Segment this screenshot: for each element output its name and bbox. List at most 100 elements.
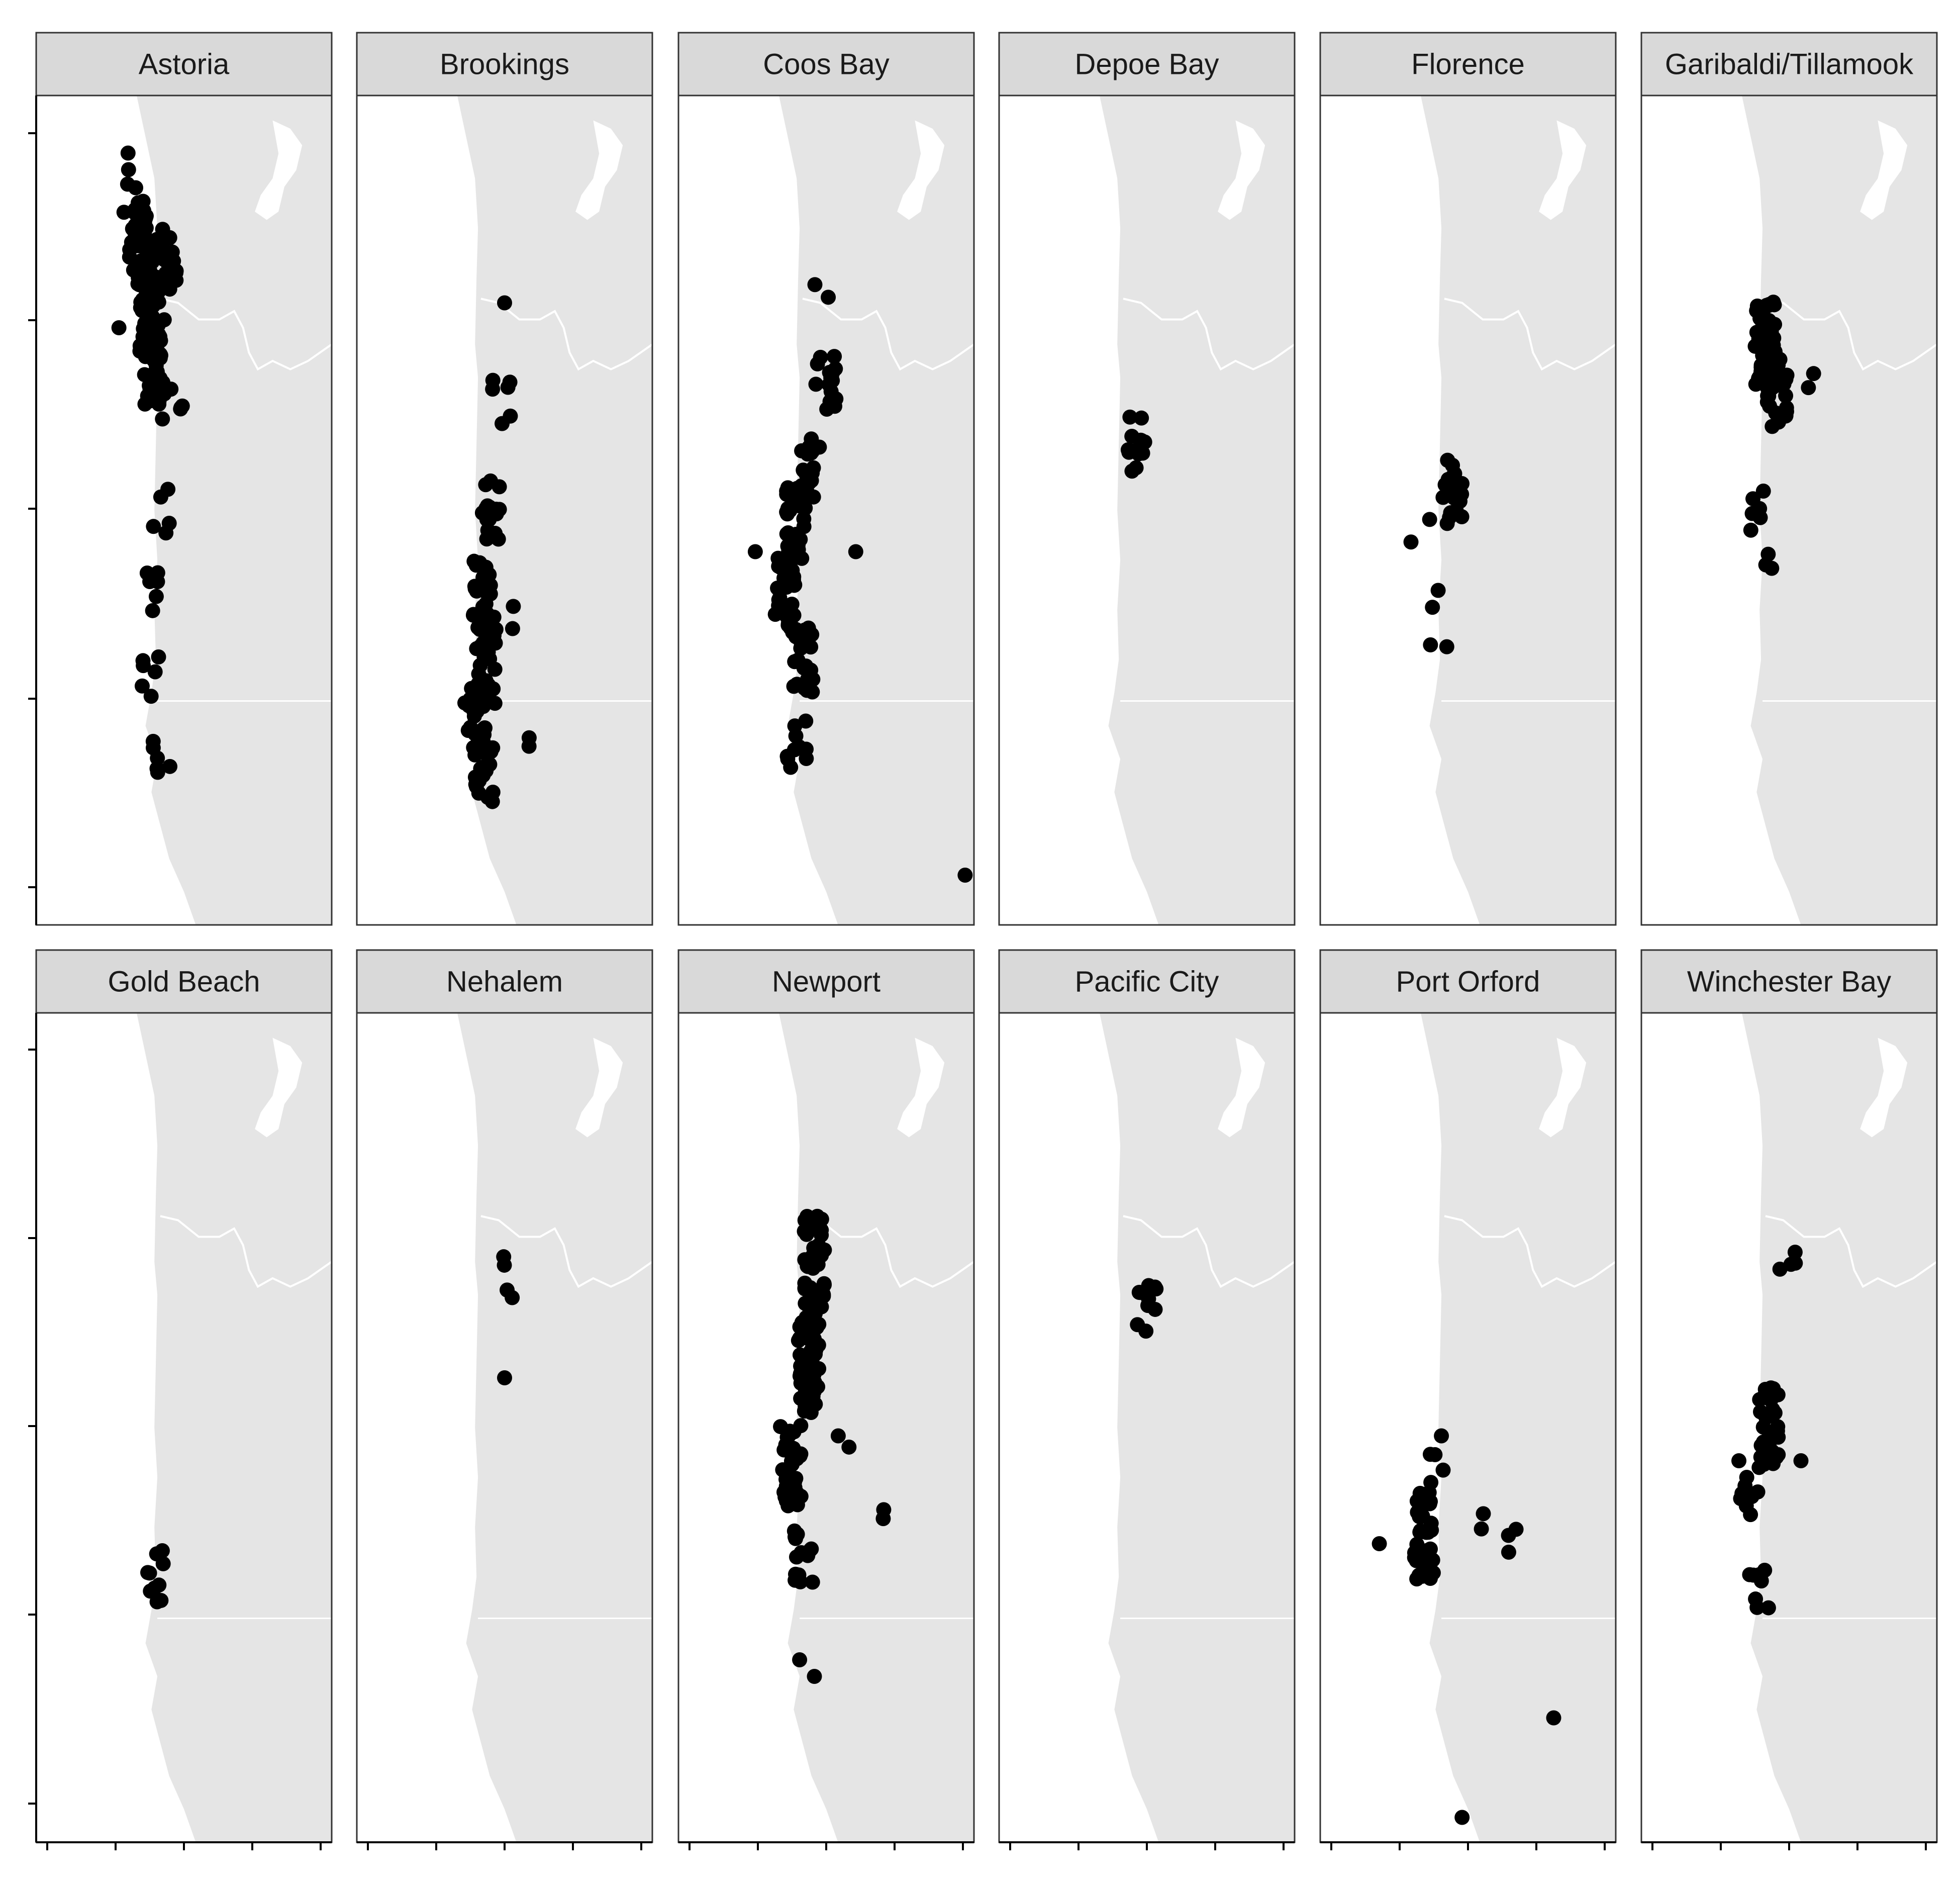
landing-point [480,522,496,538]
landing-point [146,519,161,534]
landing-point [472,555,487,571]
landing-point [792,1652,808,1667]
landing-point [1135,445,1150,461]
facet-label: Garibaldi/Tillamook [1665,48,1914,81]
landing-point [1757,1562,1773,1578]
landing-point [143,1583,158,1599]
facet-label: Astoria [139,48,230,81]
facet-label: Nehalem [446,966,563,998]
river-line [1444,1215,1616,1288]
landing-point [155,411,170,427]
landing-point [1801,380,1816,396]
landing-point [800,672,815,687]
landing-point [1752,1392,1768,1407]
landing-point [135,228,150,244]
sound-water [575,1038,623,1138]
land-mass [1099,1013,1295,1842]
facet-label: Brookings [440,48,569,81]
landing-point [1806,366,1821,382]
landing-point [500,380,516,395]
landing-point [875,1511,891,1527]
map-panel-coos-bay: Coos Bay [677,32,975,926]
land-mass [136,1013,332,1842]
landing-point [475,570,491,586]
river-line [1123,298,1295,371]
landing-point [798,713,814,729]
landing-point [1778,388,1794,404]
landing-point [790,1527,805,1542]
river-line [160,1215,332,1288]
landing-point [145,603,160,618]
landing-point [503,408,518,424]
landing-point [806,1300,821,1316]
landing-point [1760,1600,1776,1616]
landing-point [1769,1449,1784,1465]
land-mass [1099,96,1295,925]
sound-water [1860,120,1908,220]
map-panel-florence: Florence [1319,32,1617,926]
facet-label: Coos Bay [763,48,889,81]
landing-point [780,751,796,767]
landing-point [1788,1255,1803,1271]
landing-point [142,378,157,394]
landing-point [1731,1453,1747,1468]
landing-point [792,1347,808,1363]
facet-label: Depoe Bay [1075,48,1219,81]
landing-point [470,702,485,717]
landing-point [152,346,168,362]
landing-point [155,1556,171,1571]
landing-point [160,482,176,497]
landing-point [1751,371,1767,387]
map-panel-winchester-bay: Winchester Bay [1640,949,1938,1850]
landing-point [1147,1301,1163,1317]
panel-frame [1319,95,1617,926]
landing-point [825,373,840,389]
landing-point [163,382,179,397]
landing-point [497,1370,512,1385]
landing-point [497,295,512,311]
landing-point [143,689,159,704]
landing-point [1422,1496,1437,1512]
land-mass [1741,1013,1937,1842]
landing-point [143,320,158,335]
landing-point [796,1327,812,1342]
sound-water [1218,1038,1265,1138]
facet-label: Winchester Bay [1687,966,1891,998]
landing-point [468,777,483,792]
map-panel-astoria: Astoria [28,32,333,926]
land-mass [778,1013,974,1842]
landing-point [1422,1447,1438,1462]
landing-point [800,1253,816,1268]
landing-point [1403,534,1419,550]
landing-point [812,439,827,455]
landing-point [1425,600,1440,615]
landing-point [477,720,493,736]
landing-point [1454,487,1469,502]
sound-water [1539,1038,1587,1138]
landing-point [788,1572,803,1588]
facet-strip [1640,949,1938,1014]
landing-point [803,639,819,655]
map-panel-brookings: Brookings [356,32,653,926]
landing-point [496,1249,512,1265]
landing-point [161,516,177,531]
facet-strip [35,32,333,97]
landing-point [1749,1599,1765,1615]
landing-point [1439,639,1454,654]
facet-label: Port Orford [1396,966,1540,998]
landing-point [120,145,136,161]
landing-point [1138,1324,1154,1339]
landing-point [1761,1425,1777,1441]
landing-point [773,560,789,576]
landing-point [788,530,803,546]
facet-strip [677,32,975,97]
map-panel-pacific-city: Pacific City [998,949,1296,1850]
landing-point [796,462,811,478]
landing-point [136,658,151,674]
map-panel-port-orford: Port Orford [1319,949,1617,1850]
landing-point [804,627,820,642]
panel-frame [998,95,1296,926]
landing-point [800,1548,816,1563]
landing-point [800,446,815,462]
